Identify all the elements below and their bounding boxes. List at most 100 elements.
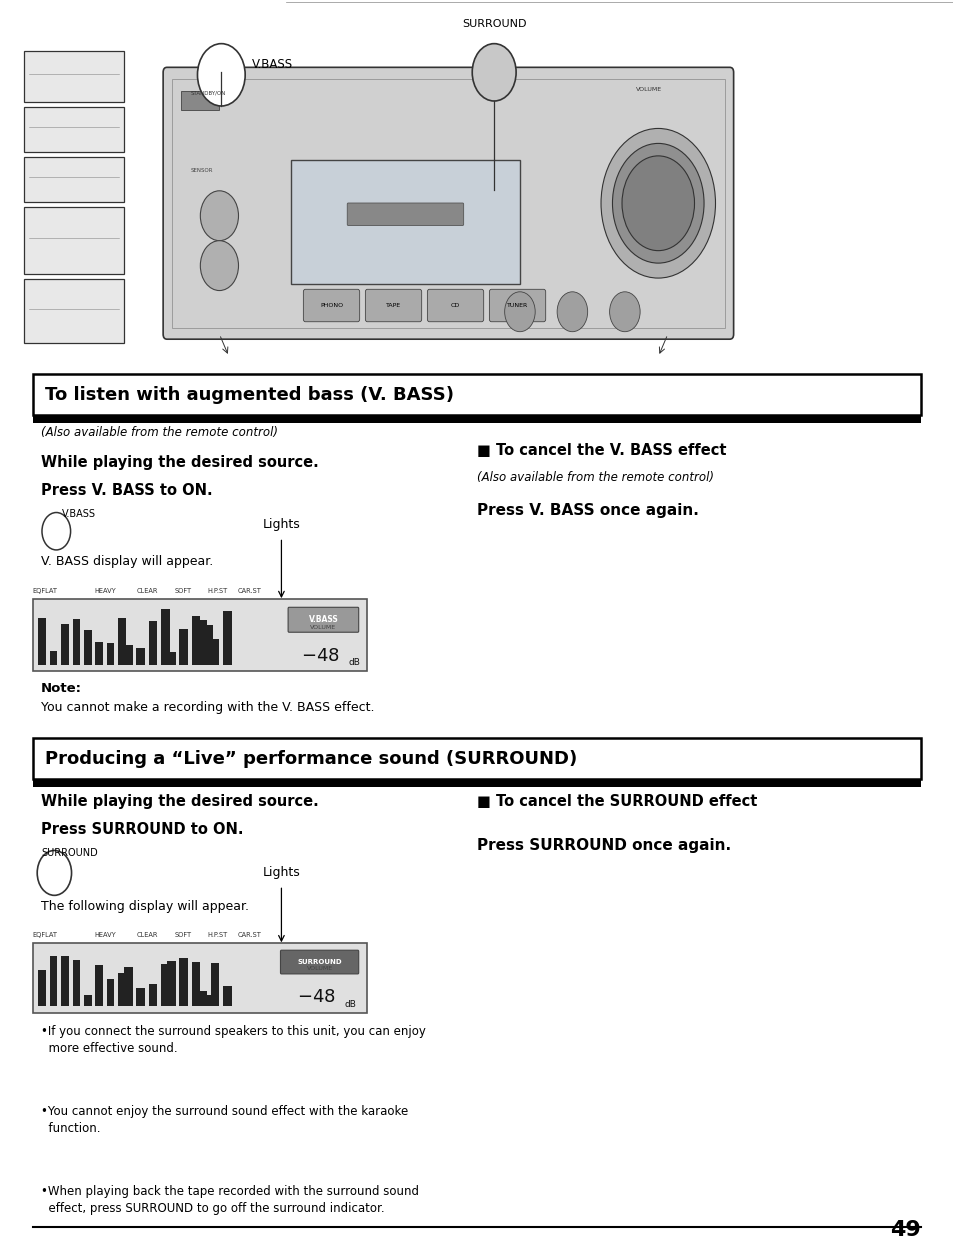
Bar <box>107 643 114 665</box>
Bar <box>161 610 170 665</box>
Bar <box>223 611 232 665</box>
Bar <box>198 991 207 1006</box>
FancyBboxPatch shape <box>33 374 920 415</box>
FancyBboxPatch shape <box>24 279 124 343</box>
Bar <box>72 960 80 1006</box>
Text: ■ To cancel the SURROUND effect: ■ To cancel the SURROUND effect <box>476 794 757 809</box>
FancyBboxPatch shape <box>489 289 545 322</box>
Bar <box>72 619 80 665</box>
Circle shape <box>612 143 703 263</box>
Text: V.BASS: V.BASS <box>62 509 96 519</box>
Text: While playing the desired source.: While playing the desired source. <box>41 794 318 809</box>
Text: Press V. BASS to ON.: Press V. BASS to ON. <box>41 483 213 498</box>
Circle shape <box>197 44 245 106</box>
Bar <box>136 648 145 665</box>
Circle shape <box>42 513 71 550</box>
FancyBboxPatch shape <box>280 950 358 974</box>
Text: CAR.ST: CAR.ST <box>237 932 262 938</box>
Bar <box>204 995 213 1006</box>
Bar <box>124 966 132 1006</box>
Bar <box>192 961 200 1006</box>
Bar <box>149 621 157 665</box>
Text: SENSOR: SENSOR <box>191 168 213 173</box>
Text: H.P.ST: H.P.ST <box>207 932 228 938</box>
FancyBboxPatch shape <box>181 91 219 110</box>
Text: 49: 49 <box>889 1220 920 1240</box>
FancyBboxPatch shape <box>33 738 920 779</box>
FancyBboxPatch shape <box>303 289 359 322</box>
Bar <box>192 616 200 665</box>
FancyBboxPatch shape <box>291 160 519 284</box>
Text: Note:: Note: <box>41 682 82 695</box>
Text: •If you connect the surround speakers to this unit, you can enjoy
  more effecti: •If you connect the surround speakers to… <box>41 1025 425 1055</box>
Circle shape <box>609 292 639 332</box>
Bar <box>179 958 188 1006</box>
Bar <box>50 651 57 665</box>
Bar <box>211 638 219 665</box>
Text: ■ To cancel the V. BASS effect: ■ To cancel the V. BASS effect <box>476 443 726 458</box>
FancyBboxPatch shape <box>24 51 124 102</box>
Circle shape <box>200 241 238 291</box>
Bar <box>84 995 91 1006</box>
Bar <box>95 642 103 665</box>
Bar <box>161 964 170 1006</box>
Bar <box>204 625 213 665</box>
Text: SURROUND: SURROUND <box>461 19 526 29</box>
Text: TAPE: TAPE <box>386 303 400 308</box>
Bar <box>136 988 145 1006</box>
Text: $-48$: $-48$ <box>297 989 335 1006</box>
Text: Lights: Lights <box>262 519 300 531</box>
Bar <box>33 415 920 423</box>
Text: EQFLAT: EQFLAT <box>32 932 57 938</box>
Bar <box>95 965 103 1006</box>
Bar <box>198 620 207 665</box>
FancyBboxPatch shape <box>24 157 124 202</box>
FancyBboxPatch shape <box>33 943 367 1013</box>
Text: You cannot make a recording with the V. BASS effect.: You cannot make a recording with the V. … <box>41 701 375 713</box>
Text: V.BASS: V.BASS <box>252 59 293 71</box>
Bar <box>167 652 175 665</box>
Text: Press SURROUND to ON.: Press SURROUND to ON. <box>41 822 243 837</box>
Text: •You cannot enjoy the surround sound effect with the karaoke
  function.: •You cannot enjoy the surround sound eff… <box>41 1105 408 1135</box>
Text: H.P.ST: H.P.ST <box>207 587 228 594</box>
Text: CAR.ST: CAR.ST <box>237 587 262 594</box>
Text: (Also available from the remote control): (Also available from the remote control) <box>41 426 277 439</box>
Text: $-48$: $-48$ <box>301 647 339 665</box>
Bar <box>211 963 219 1006</box>
Text: dB: dB <box>344 1000 355 1009</box>
Text: The following display will appear.: The following display will appear. <box>41 900 249 913</box>
Text: SURROUND: SURROUND <box>41 848 97 858</box>
Text: SOFT: SOFT <box>174 587 192 594</box>
Text: Press SURROUND once again.: Press SURROUND once again. <box>476 838 730 853</box>
Text: HEAVY: HEAVY <box>94 932 115 938</box>
FancyBboxPatch shape <box>288 607 358 632</box>
Text: VOLUME: VOLUME <box>635 87 661 92</box>
FancyBboxPatch shape <box>347 203 463 226</box>
Text: While playing the desired source.: While playing the desired source. <box>41 455 318 470</box>
Bar <box>61 956 69 1006</box>
Text: EQFLAT: EQFLAT <box>32 587 57 594</box>
Circle shape <box>621 156 694 251</box>
Bar <box>61 624 69 665</box>
Bar <box>149 984 157 1006</box>
Text: (Also available from the remote control): (Also available from the remote control) <box>476 471 713 484</box>
Text: TUNER: TUNER <box>506 303 528 308</box>
FancyBboxPatch shape <box>365 289 421 322</box>
Text: CLEAR: CLEAR <box>137 932 158 938</box>
Text: V.BASS: V.BASS <box>308 615 338 625</box>
Text: To listen with augmented bass (V. BASS): To listen with augmented bass (V. BASS) <box>45 385 454 404</box>
Circle shape <box>37 850 71 895</box>
Text: dB: dB <box>348 658 359 667</box>
Text: Press V. BASS once again.: Press V. BASS once again. <box>476 503 699 518</box>
Bar <box>167 961 175 1006</box>
Bar <box>50 956 57 1006</box>
Bar <box>33 779 920 787</box>
Circle shape <box>200 191 238 241</box>
FancyBboxPatch shape <box>163 67 733 339</box>
Circle shape <box>557 292 587 332</box>
FancyBboxPatch shape <box>24 207 124 274</box>
Bar <box>107 979 114 1006</box>
Text: Lights: Lights <box>262 867 300 879</box>
Text: •When playing back the tape recorded with the surround sound
  effect, press SUR: •When playing back the tape recorded wit… <box>41 1185 418 1215</box>
Bar <box>38 617 46 665</box>
